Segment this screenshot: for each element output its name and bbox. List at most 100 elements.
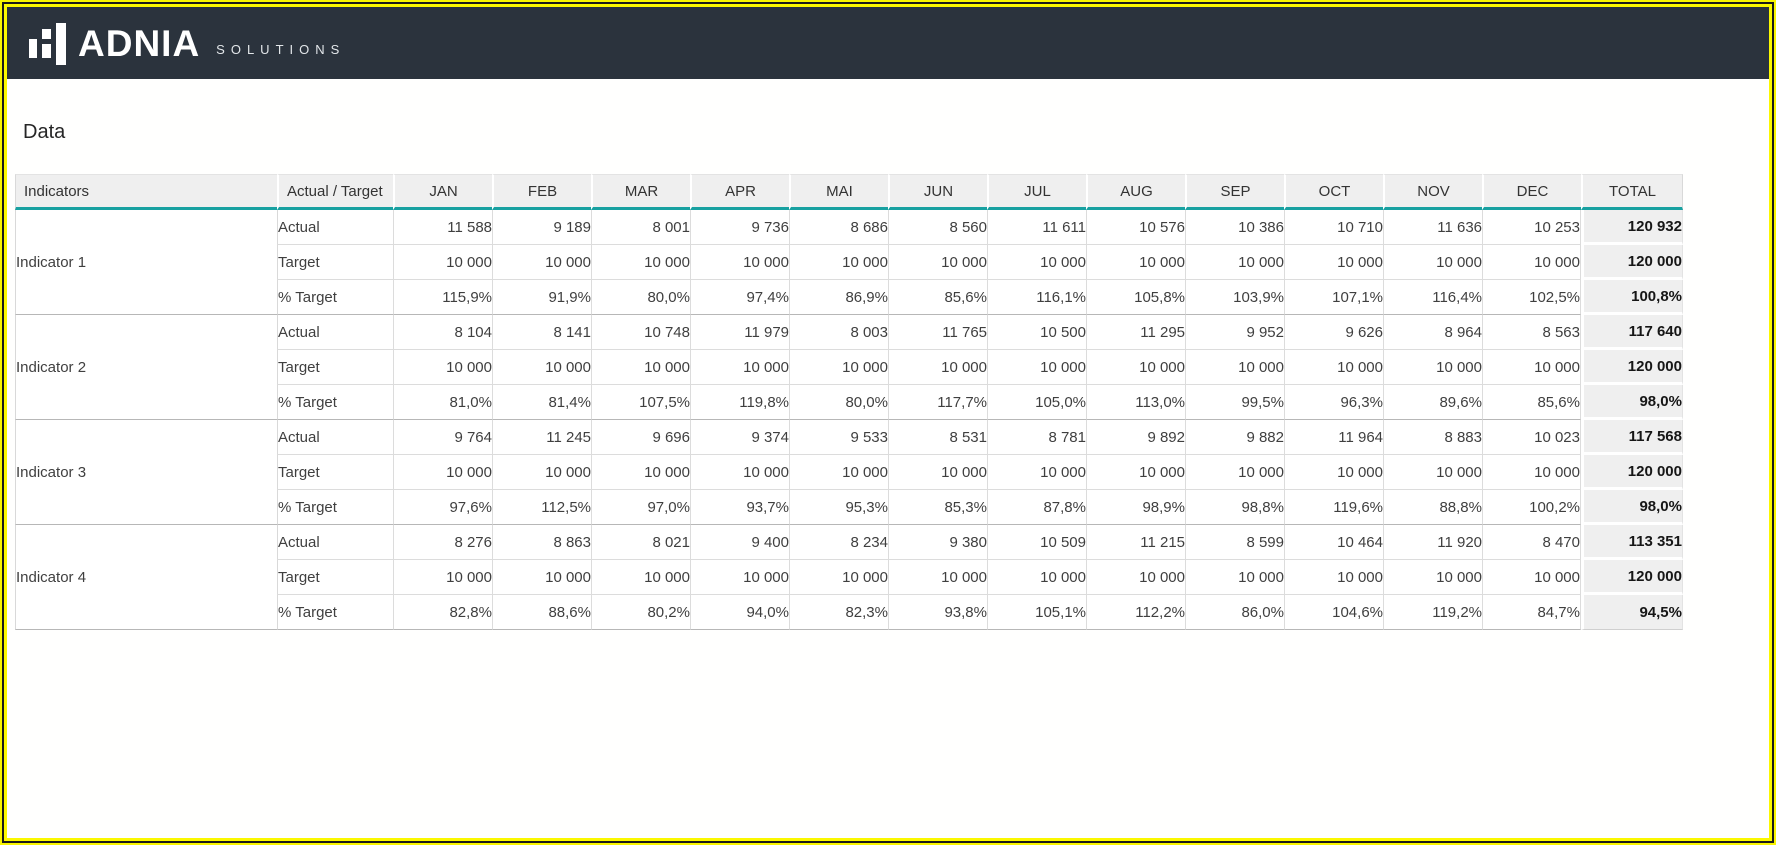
value-cell[interactable]: 103,9% (1185, 280, 1284, 315)
value-cell[interactable]: 11 215 (1086, 525, 1185, 560)
value-cell[interactable]: 10 000 (789, 560, 888, 595)
value-cell[interactable]: 8 276 (393, 525, 492, 560)
value-cell[interactable]: 10 000 (591, 350, 690, 385)
row-label-cell[interactable]: % Target (277, 490, 393, 525)
value-cell[interactable]: 9 764 (393, 420, 492, 455)
value-cell[interactable]: 8 470 (1482, 525, 1581, 560)
value-cell[interactable]: 10 000 (393, 455, 492, 490)
value-cell[interactable]: 9 892 (1086, 420, 1185, 455)
value-cell[interactable]: 8 863 (492, 525, 591, 560)
value-cell[interactable]: 10 000 (1383, 560, 1482, 595)
value-cell[interactable]: 9 189 (492, 210, 591, 245)
row-label-cell[interactable]: Actual (277, 420, 393, 455)
value-cell[interactable]: 94,0% (690, 595, 789, 630)
value-cell[interactable]: 8 104 (393, 315, 492, 350)
value-cell[interactable]: 116,4% (1383, 280, 1482, 315)
row-label-cell[interactable]: Target (277, 245, 393, 280)
value-cell[interactable]: 8 781 (987, 420, 1086, 455)
total-cell[interactable]: 113 351 (1581, 525, 1683, 560)
value-cell[interactable]: 84,7% (1482, 595, 1581, 630)
value-cell[interactable]: 8 599 (1185, 525, 1284, 560)
value-cell[interactable]: 97,6% (393, 490, 492, 525)
value-cell[interactable]: 10 000 (1185, 350, 1284, 385)
value-cell[interactable]: 10 000 (1383, 455, 1482, 490)
value-cell[interactable]: 10 000 (1086, 350, 1185, 385)
value-cell[interactable]: 100,2% (1482, 490, 1581, 525)
value-cell[interactable]: 10 000 (1284, 560, 1383, 595)
value-cell[interactable]: 119,8% (690, 385, 789, 420)
value-cell[interactable]: 10 000 (1383, 350, 1482, 385)
value-cell[interactable]: 88,8% (1383, 490, 1482, 525)
value-cell[interactable]: 10 000 (690, 350, 789, 385)
value-cell[interactable]: 10 000 (1383, 245, 1482, 280)
value-cell[interactable]: 10 000 (987, 560, 1086, 595)
row-label-cell[interactable]: % Target (277, 280, 393, 315)
value-cell[interactable]: 9 374 (690, 420, 789, 455)
value-cell[interactable]: 11 765 (888, 315, 987, 350)
value-cell[interactable]: 93,8% (888, 595, 987, 630)
row-label-cell[interactable]: Actual (277, 210, 393, 245)
value-cell[interactable]: 9 400 (690, 525, 789, 560)
value-cell[interactable]: 10 386 (1185, 210, 1284, 245)
value-cell[interactable]: 10 000 (1482, 455, 1581, 490)
value-cell[interactable]: 97,4% (690, 280, 789, 315)
value-cell[interactable]: 105,0% (987, 385, 1086, 420)
value-cell[interactable]: 116,1% (987, 280, 1086, 315)
total-cell[interactable]: 120 000 (1581, 350, 1683, 385)
value-cell[interactable]: 10 000 (1185, 245, 1284, 280)
value-cell[interactable]: 117,7% (888, 385, 987, 420)
value-cell[interactable]: 10 748 (591, 315, 690, 350)
value-cell[interactable]: 10 000 (987, 350, 1086, 385)
value-cell[interactable]: 80,0% (591, 280, 690, 315)
value-cell[interactable]: 10 000 (393, 245, 492, 280)
value-cell[interactable]: 10 253 (1482, 210, 1581, 245)
value-cell[interactable]: 10 000 (1185, 455, 1284, 490)
value-cell[interactable]: 89,6% (1383, 385, 1482, 420)
value-cell[interactable]: 99,5% (1185, 385, 1284, 420)
value-cell[interactable]: 8 001 (591, 210, 690, 245)
indicator-name-cell[interactable]: Indicator 1 (15, 210, 277, 315)
value-cell[interactable]: 10 000 (789, 350, 888, 385)
value-cell[interactable]: 80,2% (591, 595, 690, 630)
value-cell[interactable]: 119,6% (1284, 490, 1383, 525)
value-cell[interactable]: 98,8% (1185, 490, 1284, 525)
total-cell[interactable]: 117 640 (1581, 315, 1683, 350)
value-cell[interactable]: 10 000 (492, 245, 591, 280)
value-cell[interactable]: 10 000 (492, 455, 591, 490)
value-cell[interactable]: 10 000 (591, 560, 690, 595)
value-cell[interactable]: 9 952 (1185, 315, 1284, 350)
value-cell[interactable]: 8 234 (789, 525, 888, 560)
value-cell[interactable]: 10 000 (1284, 245, 1383, 280)
value-cell[interactable]: 10 000 (888, 245, 987, 280)
value-cell[interactable]: 10 000 (888, 560, 987, 595)
row-label-cell[interactable]: % Target (277, 385, 393, 420)
value-cell[interactable]: 88,6% (492, 595, 591, 630)
value-cell[interactable]: 93,7% (690, 490, 789, 525)
value-cell[interactable]: 11 964 (1284, 420, 1383, 455)
value-cell[interactable]: 10 000 (888, 455, 987, 490)
value-cell[interactable]: 86,0% (1185, 595, 1284, 630)
total-cell[interactable]: 94,5% (1581, 595, 1683, 630)
row-label-cell[interactable]: Target (277, 350, 393, 385)
value-cell[interactable]: 8 964 (1383, 315, 1482, 350)
value-cell[interactable]: 10 464 (1284, 525, 1383, 560)
value-cell[interactable]: 82,8% (393, 595, 492, 630)
value-cell[interactable]: 10 000 (1482, 245, 1581, 280)
total-cell[interactable]: 120 000 (1581, 560, 1683, 595)
value-cell[interactable]: 8 021 (591, 525, 690, 560)
value-cell[interactable]: 9 882 (1185, 420, 1284, 455)
value-cell[interactable]: 8 563 (1482, 315, 1581, 350)
value-cell[interactable]: 10 000 (690, 245, 789, 280)
value-cell[interactable]: 8 531 (888, 420, 987, 455)
value-cell[interactable]: 87,8% (987, 490, 1086, 525)
value-cell[interactable]: 105,8% (1086, 280, 1185, 315)
value-cell[interactable]: 10 000 (492, 560, 591, 595)
value-cell[interactable]: 10 000 (789, 245, 888, 280)
total-cell[interactable]: 100,8% (1581, 280, 1683, 315)
row-label-cell[interactable]: Actual (277, 525, 393, 560)
value-cell[interactable]: 97,0% (591, 490, 690, 525)
row-label-cell[interactable]: Target (277, 560, 393, 595)
value-cell[interactable]: 115,9% (393, 280, 492, 315)
value-cell[interactable]: 10 710 (1284, 210, 1383, 245)
value-cell[interactable]: 9 380 (888, 525, 987, 560)
